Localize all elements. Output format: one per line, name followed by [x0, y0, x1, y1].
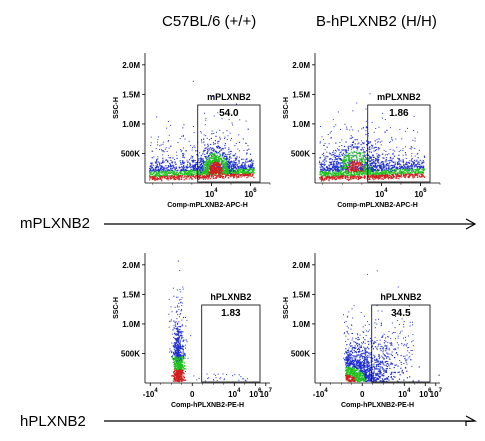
row-arrow-mouse-marker	[104, 218, 477, 230]
y-tick-label: 2.0M	[122, 261, 140, 270]
gate-percentage: 1.86	[389, 108, 409, 119]
x-tick-label: 104	[398, 388, 411, 399]
row-label-human-marker: hPLXNB2	[20, 413, 86, 430]
x-axis-label: Comp-hPLXNB2-PE-H	[341, 402, 414, 409]
scatter-points	[319, 93, 426, 182]
x-tick-label: 106	[244, 188, 257, 199]
gate-label: mPLXNB2	[377, 92, 421, 102]
x-axis-label: Comp-mPLXNB2-APC-H	[337, 202, 418, 209]
y-tick-label: 1.0M	[292, 320, 310, 329]
x-tick-label: 106	[249, 388, 262, 399]
x-tick-label: 104	[205, 188, 218, 199]
x-tick-label: 107	[430, 388, 443, 399]
column-title-humanized: B-hPLXNB2 (H/H)	[316, 13, 437, 30]
y-tick-label: 500K	[121, 149, 140, 158]
x-tick-label: 106	[419, 388, 432, 399]
gate-label: hPLXNB2	[380, 292, 421, 302]
y-tick-label: 1.5M	[122, 290, 140, 299]
y-tick-label: 1.0M	[122, 320, 140, 329]
y-tick-label: 1.5M	[122, 90, 140, 99]
x-tick-label: 106	[414, 188, 427, 199]
gate-rectangle	[367, 104, 431, 183]
x-axis-label: Comp-hPLXNB2-PE-H	[171, 402, 244, 409]
y-tick-label: 1.0M	[122, 120, 140, 129]
gate-percentage: 34.5	[391, 308, 411, 319]
y-axis-label: SSC-H	[283, 97, 290, 119]
column-title-wildtype: C57BL/6 (+/+)	[162, 13, 257, 30]
y-axis-label: SSC-H	[283, 297, 290, 319]
y-tick-label: 2.0M	[292, 61, 310, 70]
y-axis-label: SSC-H	[113, 297, 120, 319]
x-tick-label: 104	[228, 388, 241, 399]
y-tick-label: 500K	[291, 349, 310, 358]
x-tick-label: 0	[360, 390, 365, 399]
row-arrow-human-marker	[104, 415, 478, 426]
scatter-points	[343, 270, 440, 383]
y-tick-label: 1.0M	[292, 120, 310, 129]
gate-label: mPLXNB2	[207, 92, 251, 102]
gate-rectangle	[201, 304, 261, 383]
flow-plot-humanized-mouse-marker: 500K 1.0M 1.5M 2.0M 104 106 Comp-mPLXNB2-APC-H…	[283, 53, 441, 209]
y-tick-label: 1.5M	[292, 90, 310, 99]
x-axis-label: Comp-mPLXNB2-APC-H	[167, 202, 248, 209]
gate-percentage: 54.0	[219, 108, 239, 119]
row-label-mouse-marker: mPLXNB2	[20, 215, 91, 232]
gate-rectangle	[371, 304, 431, 383]
x-tick-label: 0	[190, 390, 195, 399]
scatter-points	[168, 260, 248, 383]
flow-plot-wildtype-mouse-marker: 500K 1.0M 1.5M 2.0M 104 106 Comp-mPLXNB2-APC-H…	[113, 53, 271, 209]
y-tick-label: 500K	[291, 149, 310, 158]
y-tick-label: 500K	[121, 349, 140, 358]
x-tick-label: 104	[375, 188, 388, 199]
y-tick-label: 2.0M	[122, 61, 140, 70]
x-tick-label: 107	[260, 388, 273, 399]
x-tick-label: -104	[313, 388, 329, 399]
gate-rectangle	[197, 104, 261, 183]
gate-percentage: 1.83	[221, 308, 241, 319]
y-tick-label: 1.5M	[292, 290, 310, 299]
x-tick-label: -104	[143, 388, 159, 399]
y-axis-label: SSC-H	[113, 97, 120, 119]
gate-label: hPLXNB2	[210, 292, 251, 302]
y-tick-label: 2.0M	[292, 261, 310, 270]
